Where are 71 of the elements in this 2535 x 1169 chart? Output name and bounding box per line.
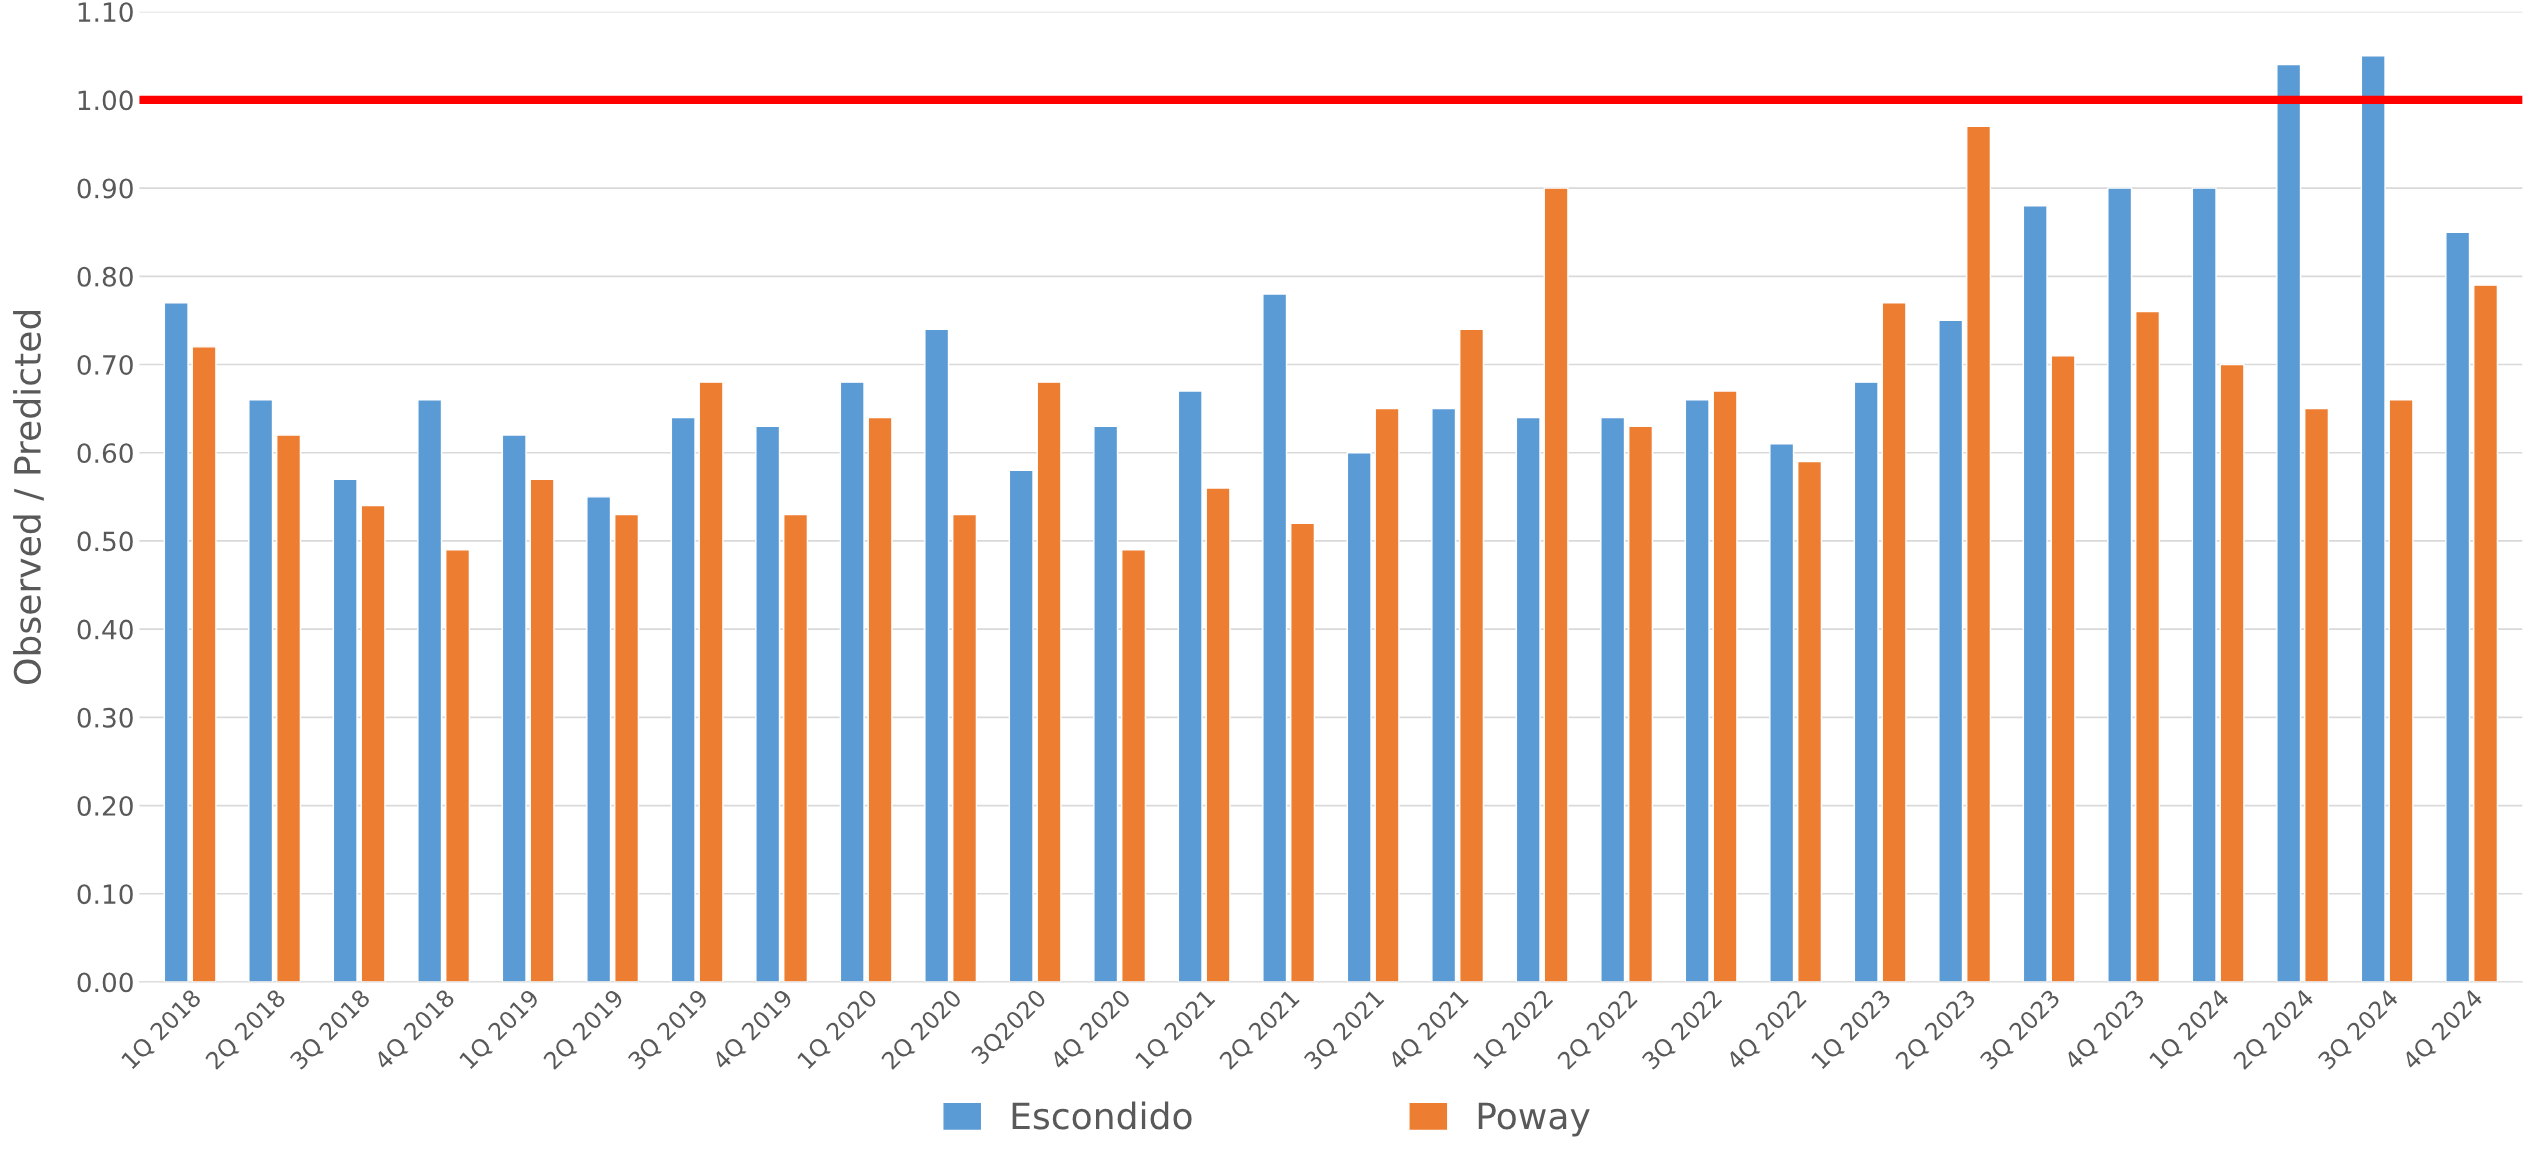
bar bbox=[839, 381, 865, 982]
y-tick-label: 0.90 bbox=[77, 178, 133, 199]
y-tick-label: 0.30 bbox=[77, 707, 133, 728]
bar bbox=[191, 346, 217, 982]
bar bbox=[2360, 55, 2386, 982]
bar bbox=[1093, 425, 1119, 982]
bar bbox=[2022, 205, 2048, 982]
bar bbox=[1628, 425, 1654, 982]
bar bbox=[1346, 452, 1372, 982]
y-tick-label: 0.40 bbox=[77, 619, 133, 640]
bar bbox=[445, 549, 471, 982]
bar bbox=[670, 416, 696, 982]
y-tick-label: 0.60 bbox=[77, 443, 133, 464]
bar bbox=[586, 496, 612, 982]
bar bbox=[1374, 407, 1400, 982]
bar bbox=[1712, 390, 1738, 982]
bar bbox=[332, 478, 358, 982]
bar bbox=[2050, 354, 2076, 982]
y-tick-label: 0.80 bbox=[77, 266, 133, 287]
bar bbox=[783, 513, 809, 982]
y-tick-label: 0.50 bbox=[77, 531, 133, 552]
bar bbox=[1600, 416, 1626, 982]
bar bbox=[2473, 284, 2499, 982]
bar bbox=[1938, 319, 1964, 982]
bar bbox=[529, 478, 555, 982]
bar bbox=[952, 513, 978, 982]
bar bbox=[867, 416, 893, 982]
bar bbox=[1515, 416, 1541, 982]
bar bbox=[2191, 187, 2217, 982]
y-axis-title: Observed / Predicted bbox=[13, 310, 44, 684]
y-tick-label: 0.00 bbox=[77, 972, 133, 993]
bar bbox=[755, 425, 781, 982]
legend-label: Poway bbox=[1478, 1102, 1590, 1137]
bar bbox=[1853, 381, 1879, 982]
bar bbox=[1262, 293, 1288, 982]
bar bbox=[276, 434, 302, 982]
bar bbox=[163, 302, 189, 982]
y-tick-label: 0.70 bbox=[77, 354, 133, 375]
bar bbox=[1205, 487, 1231, 982]
y-tick-label: 0.20 bbox=[77, 795, 133, 816]
bar bbox=[1036, 381, 1062, 982]
bar bbox=[924, 328, 950, 982]
bar bbox=[1290, 522, 1316, 982]
bar bbox=[698, 381, 724, 982]
bar bbox=[417, 399, 443, 982]
bar bbox=[1881, 302, 1907, 982]
bar bbox=[1459, 328, 1485, 982]
bar bbox=[1431, 407, 1457, 982]
bar bbox=[360, 504, 386, 982]
bar bbox=[1177, 390, 1203, 982]
legend-label: Escondido bbox=[1012, 1101, 1192, 1130]
bar bbox=[2135, 310, 2161, 982]
bar bbox=[1008, 469, 1034, 982]
bar bbox=[501, 434, 527, 982]
y-tick-label: 1.00 bbox=[78, 90, 133, 111]
bar bbox=[2219, 363, 2245, 982]
bar bbox=[2445, 231, 2471, 982]
bar bbox=[2107, 187, 2133, 982]
bar bbox=[1121, 549, 1147, 982]
bar bbox=[1543, 187, 1569, 982]
bar bbox=[1797, 460, 1823, 982]
bar bbox=[1966, 125, 1992, 982]
bar bbox=[2388, 399, 2414, 982]
y-tick-label: 0.10 bbox=[77, 884, 133, 905]
bar bbox=[2276, 63, 2302, 982]
bar bbox=[2304, 407, 2330, 982]
bar bbox=[1684, 399, 1710, 982]
bar bbox=[1769, 443, 1795, 982]
bar bbox=[248, 399, 274, 982]
bar bbox=[614, 513, 640, 982]
y-tick-label: 1.10 bbox=[78, 2, 133, 23]
